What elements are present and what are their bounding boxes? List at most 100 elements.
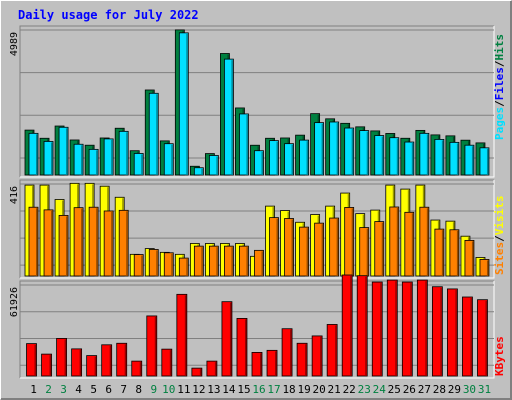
- bar-shade: [96, 208, 98, 276]
- x-tick-label: 5: [90, 383, 97, 396]
- series-pages: [28, 32, 490, 176]
- bar-shade: [246, 114, 248, 175]
- bar-pages-day-17: [269, 140, 279, 176]
- bar-shade: [396, 208, 399, 276]
- bar-shade: [81, 208, 83, 276]
- y-max-label: 61926: [9, 287, 20, 317]
- bar-shade: [455, 289, 457, 376]
- bar-sites-day-5: [88, 206, 99, 277]
- bar-shade: [486, 148, 489, 175]
- bar-pages-day-28: [434, 138, 445, 176]
- bar-pages-day-9: [148, 92, 159, 176]
- legend-separator: /: [493, 100, 506, 107]
- bar-shade: [441, 140, 444, 175]
- bar-shade: [351, 129, 354, 175]
- bar-sites-day-12: [193, 245, 204, 277]
- bar-shade: [411, 143, 414, 175]
- bar-shade: [260, 353, 262, 376]
- bar-shade: [410, 283, 412, 376]
- bar-shade: [381, 136, 384, 175]
- x-tick-label: 11: [177, 383, 190, 396]
- bar-pages-day-23: [359, 130, 370, 176]
- bar-shade: [169, 350, 172, 376]
- bar-shade: [306, 141, 309, 175]
- bar-shade: [171, 253, 173, 276]
- bar-sites-day-25: [389, 206, 400, 277]
- bar-shade: [335, 325, 337, 376]
- bar-sites-day-27: [419, 206, 430, 277]
- bar-shade: [51, 142, 53, 175]
- bar-shade: [66, 128, 68, 175]
- bar-shade: [79, 349, 82, 376]
- bar-pages-day-25: [389, 137, 400, 176]
- bar-pages-day-14: [224, 58, 234, 176]
- bar-shade: [261, 251, 263, 276]
- panel-bevel-light: [20, 26, 495, 178]
- bar-sites-day-14: [224, 245, 234, 277]
- x-tick-label: 10: [162, 383, 175, 396]
- x-tick-label: 18: [282, 383, 295, 396]
- bar-kbytes-day-17: [266, 349, 278, 377]
- bar-shade: [51, 210, 53, 276]
- x-tick-label: 13: [207, 383, 220, 396]
- legend-entry-files: Files: [493, 67, 506, 100]
- bar-shade: [141, 255, 143, 276]
- panel-bot: 61926 KBytes: [9, 274, 506, 379]
- bar-shade: [171, 144, 173, 175]
- bar-shade: [201, 168, 203, 175]
- bar-shade: [124, 344, 127, 376]
- bar-kbytes-day-13: [206, 360, 218, 377]
- bar-shade: [34, 344, 37, 376]
- bar-pages-day-1: [28, 132, 39, 176]
- bar-pages-day-6: [103, 138, 114, 176]
- bar-sites-day-19: [299, 226, 309, 277]
- x-tick-label: 19: [297, 383, 310, 396]
- bar-sites-day-31: [479, 259, 490, 277]
- bar-shade: [36, 208, 38, 276]
- bar-kbytes-day-18: [281, 328, 293, 377]
- bar-shade: [66, 216, 68, 276]
- bar-kbytes-day-10: [161, 348, 173, 377]
- bar-pages-day-19: [299, 139, 309, 176]
- bar-shade: [201, 247, 203, 276]
- bar-shade: [380, 283, 382, 376]
- bar-kbytes-day-26: [401, 281, 413, 377]
- bar-shade: [366, 228, 369, 276]
- bar-pages-day-24: [374, 135, 385, 176]
- bar-shade: [111, 139, 113, 175]
- bar-kbytes-day-15: [236, 318, 248, 377]
- legend-mid: Sites/Visits: [493, 196, 506, 276]
- bar-sites-day-30: [464, 239, 475, 277]
- bar-shade: [139, 362, 142, 376]
- bar-sites-day-18: [284, 218, 294, 277]
- bar-pages-day-5: [88, 148, 99, 176]
- bar-shade: [366, 131, 369, 175]
- legend-entry-sites: Sites: [493, 242, 506, 275]
- bar-shade: [276, 218, 279, 276]
- bar-shade: [229, 302, 232, 376]
- bar-shade: [154, 316, 157, 376]
- x-tick-label: 12: [192, 383, 205, 396]
- x-tick-label: 24: [373, 383, 387, 396]
- bar-sites-day-29: [449, 229, 460, 277]
- legend-bot: KBytes: [493, 336, 506, 376]
- bar-pages-day-15: [239, 113, 249, 176]
- bar-shade: [336, 122, 339, 175]
- bar-kbytes-day-1: [26, 343, 37, 377]
- x-tick-label: 1: [30, 383, 37, 396]
- panel-bevel-light: [20, 180, 495, 279]
- bar-sites-day-10: [163, 252, 174, 277]
- bar-kbytes-day-30: [462, 296, 473, 377]
- bar-pages-day-7: [118, 130, 129, 176]
- bar-shade: [231, 247, 233, 276]
- bar-kbytes-day-28: [431, 286, 443, 377]
- x-tick-label: 7: [120, 383, 127, 396]
- bar-sites-day-24: [374, 221, 385, 277]
- x-tick-label: 8: [135, 383, 142, 396]
- bar-shade: [156, 94, 158, 175]
- x-tick-label: 28: [433, 383, 446, 396]
- x-tick-label: 6: [105, 383, 112, 396]
- bar-shade: [276, 141, 279, 175]
- bar-kbytes-day-2: [41, 353, 52, 377]
